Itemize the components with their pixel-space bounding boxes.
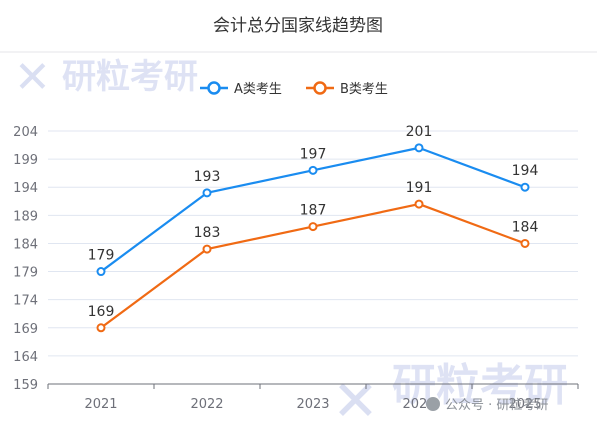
chart-title: 会计总分国家线趋势图 [213, 16, 383, 36]
footer-watermark: 公众号 · 研粒考研 [426, 397, 548, 413]
svg-text:✕: ✕ [332, 369, 379, 426]
legend-marker-a [207, 81, 221, 95]
data-label-0-2024: 201 [406, 124, 433, 140]
y-tick-label-184: 184 [13, 237, 38, 252]
data-label-0-2023: 197 [300, 146, 327, 162]
x-tick-label-2023: 2023 [296, 397, 329, 412]
legend: A类考生 B类考生 [200, 81, 388, 97]
data-label-1-2022: 183 [194, 225, 221, 241]
y-tick-label-194: 194 [13, 181, 38, 196]
svg-text:✕: ✕ [14, 52, 51, 103]
legend-label-a: A类考生 [234, 82, 282, 97]
grid [48, 130, 578, 357]
data-label-0-2025: 194 [512, 163, 539, 179]
data-label-1-2024: 191 [406, 180, 433, 196]
data-point-0-2021[interactable] [96, 267, 106, 277]
data-point-0-2024[interactable] [414, 143, 424, 153]
data-point-1-2021[interactable] [96, 323, 106, 333]
x-tick-label-2021: 2021 [84, 397, 117, 412]
watermark-logo-bottom: ✕ 研粒考研 [332, 360, 568, 430]
axes: 159 164 169 174 179 184 189 194 199 204 2021 2022 20… [13, 125, 579, 412]
footer-watermark-text: 公众号 · 研粒考研 [445, 398, 548, 413]
data-point-0-2023[interactable] [308, 165, 318, 175]
y-tick-label-199: 199 [13, 153, 38, 168]
data-label-1-2021: 169 [88, 304, 115, 320]
data-point-0-2022[interactable] [202, 188, 212, 198]
x-tick-label-2022: 2022 [190, 397, 223, 412]
y-tick-label-159: 159 [13, 378, 38, 393]
data-point-1-2025[interactable] [520, 238, 530, 248]
data-label-0-2022: 193 [194, 169, 221, 185]
legend-item-a[interactable]: A类考生 [200, 81, 282, 97]
data-label-1-2025: 184 [512, 219, 539, 235]
x-tick-label-2025: 2025 [508, 397, 541, 412]
data-point-1-2024[interactable] [414, 199, 424, 209]
wechat-icon [426, 397, 440, 411]
data-point-1-2022[interactable] [202, 244, 212, 254]
legend-item-b[interactable]: B类考生 [306, 81, 388, 97]
series: 179 193 197 201 194 169 183 187 191 184 [88, 124, 539, 333]
y-tick-label-189: 189 [13, 209, 38, 224]
legend-label-b: B类考生 [340, 82, 388, 97]
data-point-0-2025[interactable] [520, 182, 530, 192]
legend-marker-b [313, 81, 327, 95]
data-point-1-2023[interactable] [308, 222, 318, 232]
y-tick-label-204: 204 [13, 125, 38, 140]
y-tick-label-179: 179 [13, 266, 38, 281]
svg-text:研粒考研: 研粒考研 [62, 57, 198, 97]
y-tick-label-169: 169 [13, 322, 38, 337]
data-label-1-2023: 187 [300, 203, 327, 219]
y-tick-label-164: 164 [13, 350, 38, 365]
svg-text:研粒考研: 研粒考研 [392, 360, 568, 411]
watermark-logo-top: ✕ 研粒考研 [14, 52, 198, 103]
data-label-0-2021: 179 [88, 248, 115, 264]
y-tick-label-174: 174 [13, 294, 38, 309]
